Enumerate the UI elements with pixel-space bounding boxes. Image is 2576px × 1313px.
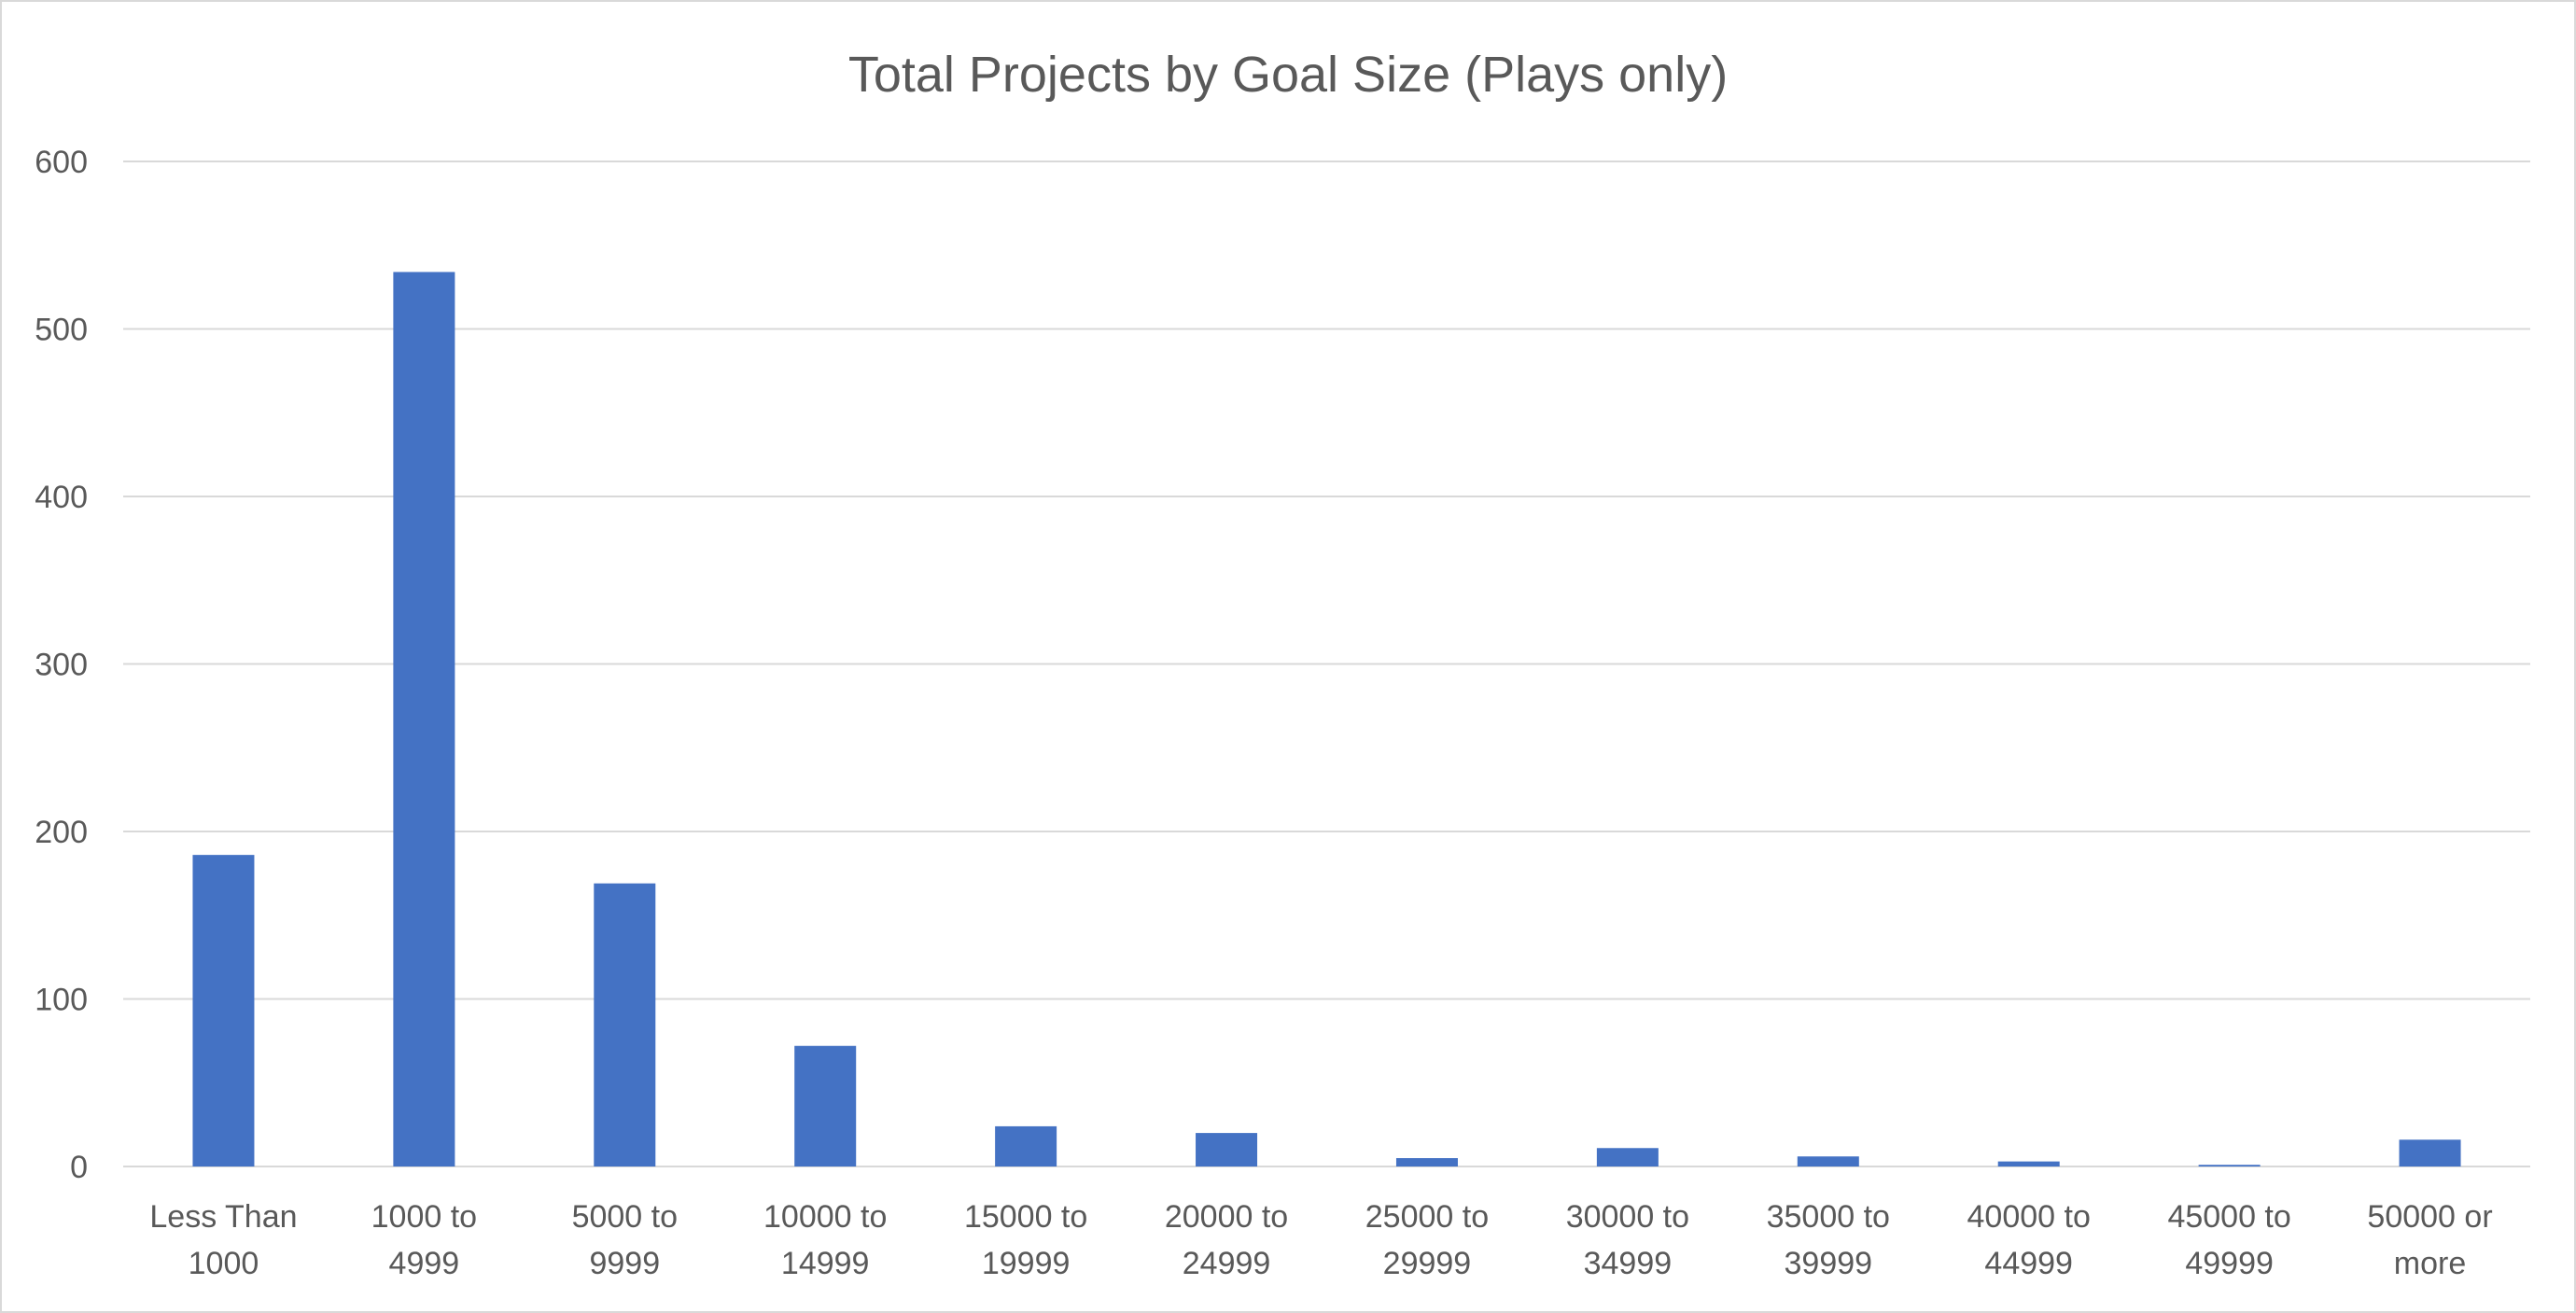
- bar-10: [2198, 1165, 2261, 1166]
- x-tick-label-line: more: [2394, 1246, 2466, 1281]
- x-tick-label: 25000 to 29999: [1365, 1199, 1489, 1281]
- x-tick-label-line: 15000 to: [964, 1199, 1087, 1235]
- x-tick-label-line: 25000 to: [1365, 1199, 1489, 1235]
- bar-4: [995, 1125, 1057, 1166]
- y-tick-label: 200: [35, 815, 88, 850]
- y-tick-label: 400: [35, 480, 88, 515]
- x-tick-label-line: 49999: [2185, 1246, 2274, 1281]
- bar-11: [2399, 1139, 2461, 1166]
- y-tick-label: 100: [35, 983, 88, 1018]
- y-tick-label: 500: [35, 313, 88, 348]
- x-tick-label: 45000 to 49999: [2167, 1199, 2290, 1281]
- gridlines: [123, 161, 2530, 1167]
- x-tick-label-line: 1000: [189, 1246, 259, 1281]
- bar-2: [594, 883, 656, 1166]
- bar-1: [393, 272, 455, 1167]
- x-tick-label-line: 14999: [781, 1246, 870, 1281]
- x-tick-label: 1000 to 4999: [371, 1199, 477, 1281]
- x-tick-label-line: 24999: [1183, 1246, 1271, 1281]
- x-tick-label: 10000 to 14999: [763, 1199, 887, 1281]
- x-tick-label-line: 19999: [982, 1246, 1071, 1281]
- x-tick-label-line: 4999: [389, 1246, 460, 1281]
- bar-7: [1596, 1148, 1659, 1166]
- x-tick-label: 5000 to 9999: [572, 1199, 678, 1281]
- x-tick-label-line: 34999: [1584, 1246, 1673, 1281]
- y-tick-label: 300: [35, 648, 88, 683]
- x-tick-label-line: 20000 to: [1165, 1199, 1288, 1235]
- x-tick-label-line: 9999: [589, 1246, 660, 1281]
- x-tick-label: 50000 or more: [2367, 1199, 2492, 1281]
- bar-6: [1395, 1158, 1458, 1166]
- bar-8: [1797, 1156, 1859, 1166]
- bars: [192, 272, 2461, 1167]
- bar-5: [1196, 1133, 1258, 1166]
- bar-3: [794, 1045, 857, 1166]
- y-axis-ticks: 0 100 200 300 400 500 600: [35, 145, 88, 1185]
- bar-9: [1997, 1161, 2060, 1166]
- y-tick-label: 0: [70, 1150, 88, 1185]
- x-tick-label: 20000 to 24999: [1165, 1199, 1288, 1281]
- y-tick-label: 600: [35, 145, 88, 180]
- x-tick-label: Less Than 1000: [149, 1199, 297, 1281]
- x-tick-label-line: 40000 to: [1967, 1199, 2091, 1235]
- x-tick-label: 15000 to 19999: [964, 1199, 1087, 1281]
- x-tick-label-line: Less Than: [149, 1199, 297, 1235]
- x-tick-label: 30000 to 34999: [1566, 1199, 1689, 1281]
- x-tick-label-line: 5000 to: [572, 1199, 678, 1235]
- x-tick-label-line: 44999: [1984, 1246, 2073, 1281]
- x-axis-ticks: Less Than 1000 1000 to 4999 5000 to 9999 10000…: [149, 1199, 2492, 1281]
- x-tick-label-line: 10000 to: [763, 1199, 887, 1235]
- x-tick-label-line: 29999: [1383, 1246, 1472, 1281]
- x-tick-label-line: 35000 to: [1767, 1199, 1890, 1235]
- x-tick-label-line: 1000 to: [371, 1199, 477, 1235]
- bar-0: [192, 855, 255, 1166]
- x-tick-label-line: 39999: [1785, 1246, 1873, 1281]
- x-tick-label-line: 45000 to: [2167, 1199, 2290, 1235]
- x-tick-label-line: 30000 to: [1566, 1199, 1689, 1235]
- x-tick-label-line: 50000 or: [2367, 1199, 2492, 1235]
- x-tick-label: 40000 to 44999: [1967, 1199, 2091, 1281]
- chart-title: Total Projects by Goal Size (Plays only): [848, 47, 1728, 103]
- x-tick-label: 35000 to 39999: [1767, 1199, 1890, 1281]
